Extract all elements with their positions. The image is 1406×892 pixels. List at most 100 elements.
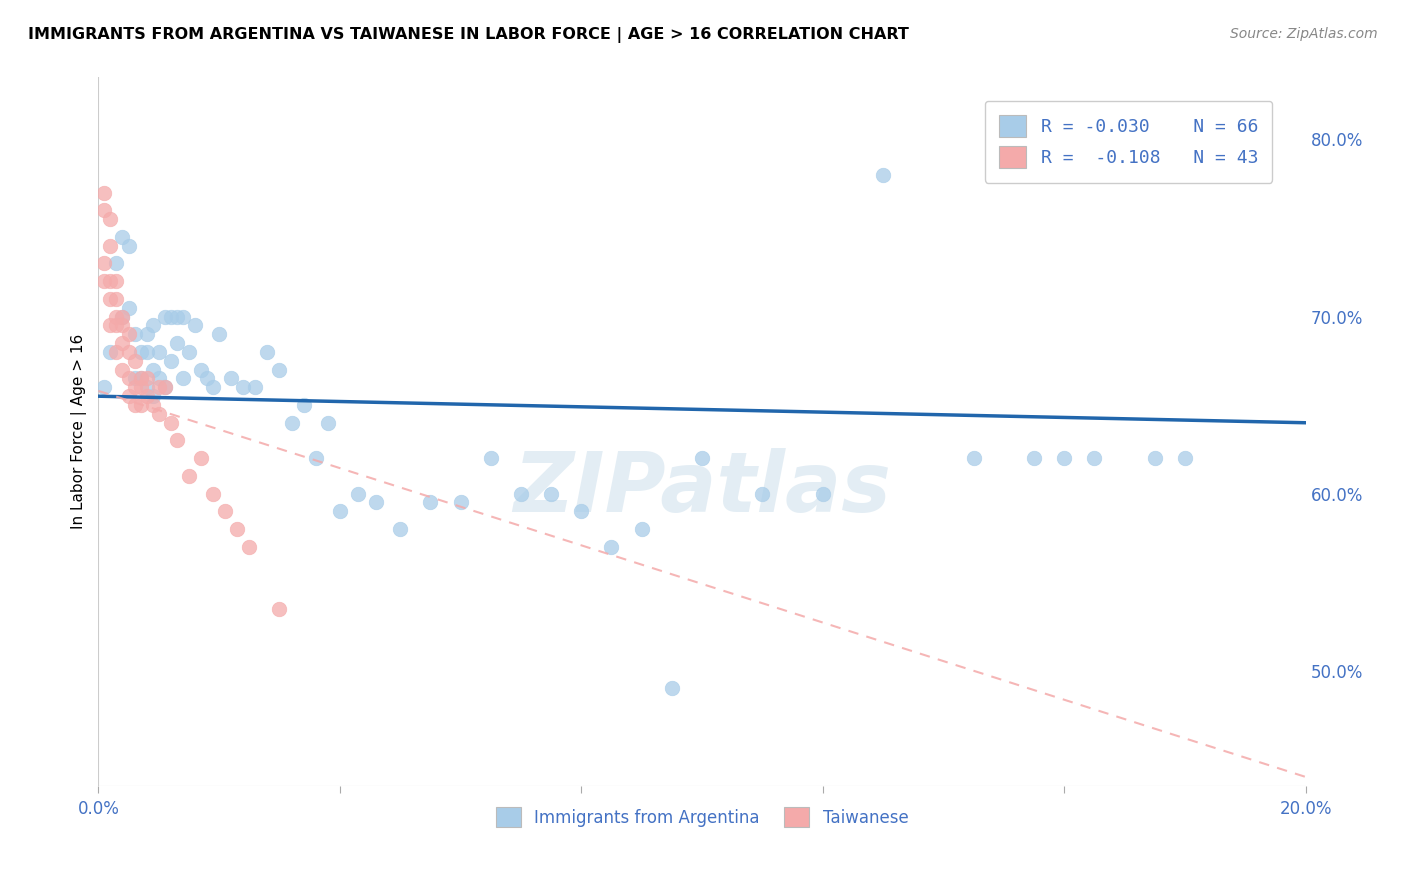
Point (100, 345, 122, 359)
Point (148, 345, 170, 359)
Point (117, 345, 139, 359)
Point (124, 380, 146, 394)
Point (111, 310, 134, 324)
Point (100, 212, 122, 227)
Y-axis label: In Labor Force | Age > 16: In Labor Force | Age > 16 (72, 334, 87, 529)
Point (111, 229, 134, 244)
Point (135, 327, 157, 342)
Point (1204, 168, 1226, 182)
Point (811, 486, 834, 500)
Point (1083, 451, 1105, 466)
Point (142, 362, 165, 376)
Point (159, 310, 181, 324)
Point (159, 353, 181, 368)
Point (142, 398, 165, 412)
Point (1143, 451, 1166, 466)
Text: ZIPatlas: ZIPatlas (513, 448, 891, 529)
Point (347, 486, 370, 500)
Point (93, 203, 115, 218)
Point (117, 371, 139, 385)
Point (292, 398, 315, 412)
Point (142, 389, 165, 403)
Point (117, 238, 139, 252)
Point (177, 345, 200, 359)
Point (100, 318, 122, 333)
Point (172, 310, 194, 324)
Point (159, 416, 181, 430)
Point (153, 380, 176, 394)
Point (148, 371, 170, 385)
Point (184, 318, 207, 333)
Point (153, 310, 176, 324)
Point (105, 274, 128, 288)
Point (124, 353, 146, 368)
Text: Source: ZipAtlas.com: Source: ZipAtlas.com (1230, 27, 1378, 41)
Point (329, 504, 352, 518)
Point (100, 292, 122, 306)
Point (117, 301, 139, 315)
Point (269, 601, 291, 615)
Point (600, 540, 623, 554)
Point (569, 504, 592, 518)
Point (148, 380, 170, 394)
Point (142, 318, 165, 333)
Point (195, 371, 218, 385)
Point (153, 380, 176, 394)
Point (219, 371, 242, 385)
Point (172, 371, 194, 385)
Point (630, 522, 652, 536)
Point (269, 362, 291, 376)
Point (202, 380, 225, 394)
Point (105, 292, 128, 306)
Point (1022, 451, 1045, 466)
Point (190, 451, 212, 466)
Point (105, 345, 128, 359)
Point (226, 522, 249, 536)
Point (129, 398, 152, 412)
Point (166, 336, 188, 351)
Point (111, 336, 134, 351)
Point (256, 345, 278, 359)
Point (238, 540, 260, 554)
Point (135, 389, 157, 403)
Point (111, 310, 134, 324)
Point (751, 486, 773, 500)
Point (419, 495, 441, 509)
Point (1174, 451, 1197, 466)
Point (208, 327, 231, 342)
Point (661, 681, 683, 696)
Point (100, 274, 122, 288)
Point (962, 451, 984, 466)
Point (166, 434, 188, 448)
Point (129, 380, 152, 394)
Point (93, 380, 115, 394)
Point (124, 371, 146, 385)
Point (389, 522, 412, 536)
Point (166, 310, 188, 324)
Point (124, 398, 146, 412)
Point (690, 451, 713, 466)
Point (177, 469, 200, 483)
Point (479, 451, 502, 466)
Point (93, 274, 115, 288)
Point (280, 416, 302, 430)
Point (117, 389, 139, 403)
Point (202, 486, 225, 500)
Point (105, 256, 128, 270)
Point (509, 486, 531, 500)
Point (100, 238, 122, 252)
Point (540, 486, 562, 500)
Point (111, 318, 134, 333)
Point (305, 451, 328, 466)
Point (135, 380, 157, 394)
Point (450, 495, 472, 509)
Point (232, 380, 254, 394)
Point (129, 371, 152, 385)
Point (1053, 451, 1076, 466)
Point (129, 371, 152, 385)
Point (117, 327, 139, 342)
Point (124, 327, 146, 342)
Point (93, 186, 115, 200)
Point (129, 345, 152, 359)
Point (105, 310, 128, 324)
